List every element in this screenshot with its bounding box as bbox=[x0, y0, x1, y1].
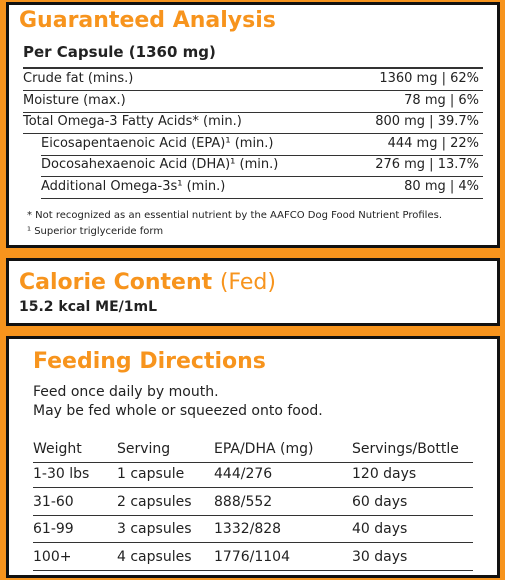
table-cell: 30 days bbox=[352, 548, 408, 565]
table-cell: 60 days bbox=[352, 493, 408, 510]
subtitle: Per Capsule (1360 mg) bbox=[23, 43, 216, 61]
table-cell: 100+ bbox=[33, 548, 72, 565]
guaranteed-analysis-box: Guaranteed Analysis Per Capsule (1360 mg… bbox=[6, 2, 500, 248]
row-rule bbox=[41, 176, 483, 177]
table-cell: 1776/1104 bbox=[214, 548, 290, 565]
table-cell: 2 capsules bbox=[117, 493, 192, 510]
feeding-directions-box: Feeding Directions Feed once daily by mo… bbox=[6, 336, 500, 578]
table-header: Serving bbox=[117, 441, 171, 457]
row-rule bbox=[33, 514, 473, 516]
table-cell: 40 days bbox=[352, 521, 408, 537]
title-suffix: (Fed) bbox=[219, 270, 276, 295]
row-rule bbox=[23, 133, 483, 134]
table-cell: 888/552 bbox=[214, 493, 273, 510]
nutrient-name: Eicosapentaenoic Acid (EPA)¹ (min.) bbox=[41, 135, 274, 151]
calorie-content-box: Calorie Content (Fed) 15.2 kcal ME/1mL bbox=[6, 258, 500, 326]
nutrient-name: Total Omega-3 Fatty Acids* (min.) bbox=[23, 114, 242, 129]
row-rule bbox=[41, 197, 483, 199]
row-rule bbox=[23, 90, 483, 91]
row-rule bbox=[33, 462, 473, 463]
nutrient-name: Moisture (max.) bbox=[23, 92, 126, 108]
calorie-value: 15.2 kcal ME/1mL bbox=[19, 299, 158, 315]
table-cell: 61-99 bbox=[33, 521, 74, 537]
table-cell: 4 capsules bbox=[117, 548, 192, 565]
nutrient-value: 444 mg | 22% bbox=[387, 135, 479, 151]
nutrient-name: Docosahexaenoic Acid (DHA)¹ (min.) bbox=[41, 157, 279, 172]
section-title: Calorie Content (Fed) bbox=[19, 270, 276, 295]
row-rule bbox=[33, 569, 473, 571]
rule bbox=[23, 67, 483, 69]
table-cell: 444/276 bbox=[214, 466, 273, 482]
title: Calorie Content bbox=[19, 270, 213, 295]
nutrient-value: 1360 mg | 62% bbox=[379, 71, 479, 86]
row-rule bbox=[41, 154, 483, 156]
row-rule bbox=[23, 111, 483, 113]
nutrient-value: 80 mg | 4% bbox=[404, 178, 479, 194]
footnote: ¹ Superior triglyceride form bbox=[27, 226, 164, 237]
instruction: Feed once daily by mouth. bbox=[33, 384, 219, 400]
table-cell: 1332/828 bbox=[214, 521, 282, 537]
nutrient-name: Crude fat (mins.) bbox=[23, 71, 134, 86]
instruction: May be fed whole or squeezed onto food. bbox=[33, 403, 323, 419]
table-header: Weight bbox=[33, 441, 82, 457]
section-title: Feeding Directions bbox=[33, 349, 266, 374]
row-rule bbox=[33, 487, 473, 488]
table-cell: 1-30 lbs bbox=[33, 466, 90, 482]
table-header: EPA/DHA (mg) bbox=[214, 441, 314, 457]
nutrient-value: 276 mg | 13.7% bbox=[375, 157, 479, 172]
table-cell: 3 capsules bbox=[117, 521, 192, 537]
footnote: * Not recognized as an essential nutrien… bbox=[27, 210, 442, 221]
nutrient-name: Additional Omega-3s¹ (min.) bbox=[41, 178, 226, 194]
table-cell: 1 capsule bbox=[117, 466, 185, 482]
nutrient-value: 78 mg | 6% bbox=[404, 92, 479, 108]
nutrient-value: 800 mg | 39.7% bbox=[375, 114, 479, 129]
table-cell: 120 days bbox=[352, 466, 417, 482]
section-title: Guaranteed Analysis bbox=[19, 8, 276, 33]
table-header: Servings/Bottle bbox=[352, 441, 459, 457]
row-rule bbox=[33, 542, 473, 543]
table-cell: 31-60 bbox=[33, 493, 74, 510]
